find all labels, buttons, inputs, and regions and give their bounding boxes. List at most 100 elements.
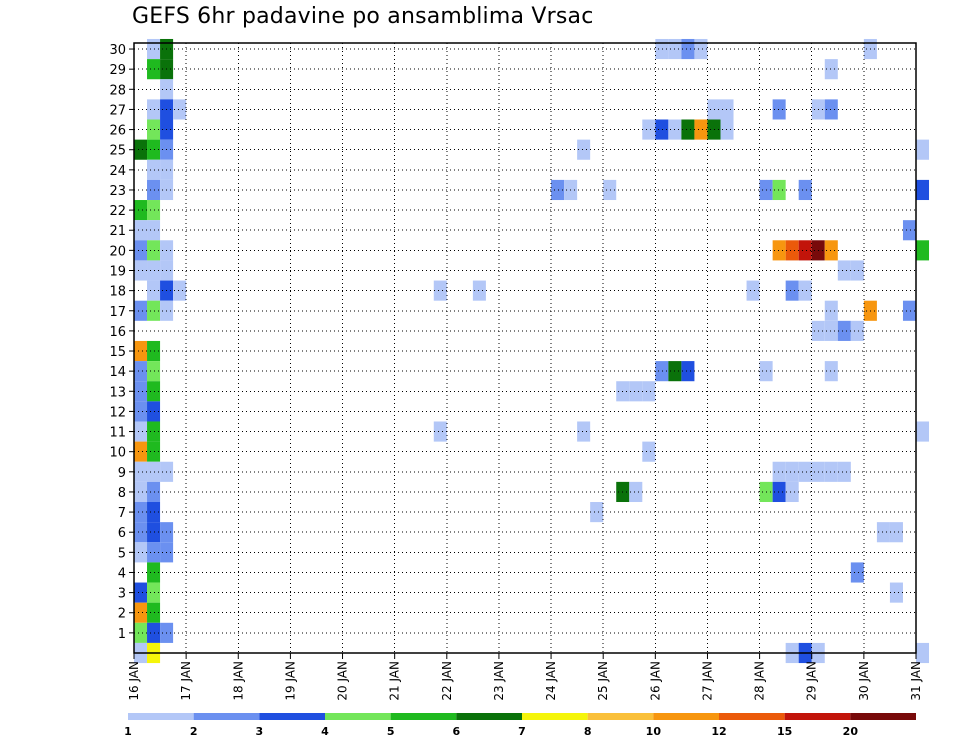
heatmap-cell [147, 99, 161, 120]
heatmap-cell [433, 280, 447, 301]
y-tick-label: 3 [118, 587, 126, 602]
heatmap-cell [902, 220, 916, 241]
colorbar-tick-label: 4 [321, 725, 329, 738]
heatmap-cell [147, 240, 161, 261]
heatmap-cell [147, 340, 161, 362]
heatmap-cell [837, 260, 851, 281]
x-tick-label: 19 JAN [283, 661, 297, 701]
colorbar-swatch [259, 713, 325, 720]
heatmap-cell [173, 280, 187, 301]
x-tick-label: 29 JAN [805, 661, 819, 701]
y-tick-label: 27 [109, 103, 126, 118]
heatmap-cells [134, 38, 930, 664]
y-tick-label: 10 [109, 446, 126, 461]
y-tick-label: 12 [109, 405, 126, 420]
heatmap-cell [824, 99, 838, 120]
y-tick-label: 9 [118, 466, 126, 481]
y-tick-label: 19 [109, 264, 126, 279]
heatmap-cell [147, 502, 161, 523]
heatmap-cell [134, 461, 148, 482]
heatmap-cell [433, 421, 447, 442]
heatmap-cell [785, 280, 799, 301]
heatmap-cell [824, 320, 838, 341]
heatmap-cell [772, 481, 786, 503]
heatmap-cell [134, 381, 148, 402]
heatmap-cell [798, 179, 812, 201]
heatmap-cell [147, 59, 161, 80]
y-tick-label: 28 [109, 83, 126, 98]
heatmap-cell [134, 602, 148, 623]
heatmap-cell [147, 280, 161, 301]
heatmap-cell [134, 502, 148, 523]
y-tick-label: 22 [109, 204, 126, 219]
colorbar-swatch [456, 713, 522, 720]
heatmap-cell [889, 522, 903, 543]
colorbar-tick-label: 12 [711, 725, 726, 738]
x-tick-label: 28 JAN [753, 661, 767, 701]
heatmap-cell [850, 562, 864, 583]
colorbar-tick-label: 7 [518, 725, 526, 738]
heatmap-cell [577, 139, 591, 160]
y-axis: 1234567891011121314151617181920212223242… [109, 43, 134, 642]
colorbar-swatch [587, 713, 654, 720]
heatmap-cell [916, 642, 930, 664]
heatmap-cell [707, 119, 721, 140]
y-tick-label: 17 [109, 305, 126, 320]
heatmap-cell [147, 159, 161, 180]
heatmap-cell [850, 260, 864, 281]
heatmap-cell [147, 461, 161, 482]
heatmap-cell [889, 582, 903, 603]
heatmap-cell [134, 361, 148, 382]
heatmap-cell [134, 421, 148, 442]
heatmap-cell [850, 320, 864, 341]
colorbar-swatch [128, 713, 194, 720]
heatmap-cell [134, 441, 148, 462]
heatmap-cell [134, 481, 148, 503]
x-axis: 16 JAN 17 JAN 18 JAN 19 JAN 20 JAN 21 JAN 22 J… [127, 653, 923, 701]
colorbar-swatch [193, 713, 260, 720]
y-tick-label: 20 [109, 244, 126, 259]
heatmap-cell [590, 502, 604, 523]
heatmap-cell [147, 381, 161, 402]
colorbar-swatch [522, 713, 588, 720]
heatmap-cell [134, 139, 148, 160]
heatmap-cell [134, 542, 148, 563]
x-tick-label: 26 JAN [648, 661, 662, 701]
y-tick-label: 26 [109, 124, 126, 139]
heatmap-cell [837, 320, 851, 341]
heatmap-cell [147, 602, 161, 623]
heatmap-cell [916, 240, 930, 261]
y-tick-label: 6 [118, 526, 126, 541]
heatmap-cell [147, 38, 161, 60]
y-tick-label: 13 [109, 385, 126, 400]
y-tick-label: 7 [118, 506, 126, 521]
heatmap-cell [772, 240, 786, 261]
heatmap-cell [603, 179, 617, 201]
heatmap-cell [642, 381, 656, 402]
heatmap-cell [876, 522, 890, 543]
heatmap-cell [798, 240, 812, 261]
heatmap-cell [134, 622, 148, 643]
x-tick-label: 30 JAN [857, 661, 871, 701]
heatmap-cell [772, 99, 786, 120]
heatmap-cell [655, 119, 669, 140]
y-tick-label: 23 [109, 184, 126, 199]
y-tick-label: 8 [118, 486, 126, 501]
heatmap-cell [824, 461, 838, 482]
colorbar-tick-label: 3 [256, 725, 264, 738]
heatmap-cell [147, 260, 161, 281]
y-tick-label: 18 [109, 285, 126, 300]
heatmap-cell [824, 240, 838, 261]
heatmap-cell [785, 461, 799, 482]
heatmap-cell [824, 361, 838, 382]
heatmap-cell [720, 119, 734, 140]
colorbar-swatch [390, 713, 457, 720]
plot-frame [133, 42, 917, 654]
x-tick-label: 27 JAN [700, 661, 714, 701]
heatmap-cell [772, 461, 786, 482]
heatmap-cell [707, 99, 721, 120]
heatmap-cell [147, 220, 161, 241]
heatmap-cell [147, 179, 161, 201]
heatmap-cell [173, 99, 187, 120]
